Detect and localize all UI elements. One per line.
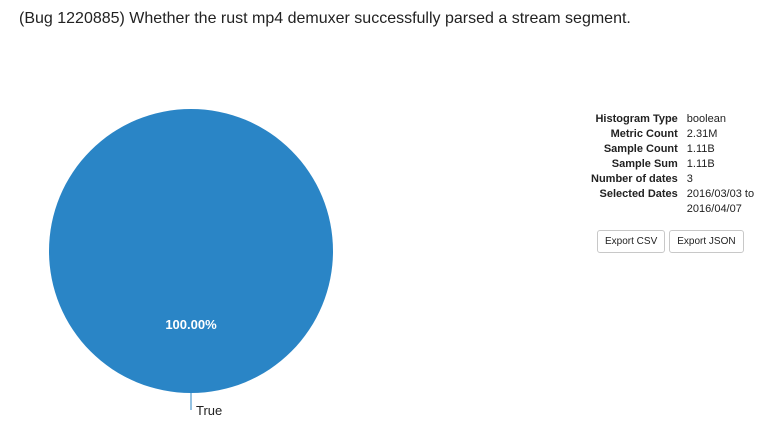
stat-label: Number of dates (591, 173, 678, 185)
pie-slices (49, 109, 333, 393)
pie-category-label: True (196, 403, 222, 418)
stat-value: 1.11B (686, 158, 715, 170)
stat-value: boolean (686, 113, 726, 125)
stat-value: 3 (686, 173, 693, 185)
stats-table: Histogram Type boolean Metric Count 2.31M Sa… (591, 112, 757, 217)
stats-row: Sample Count 1.11B (591, 142, 757, 157)
stats-row: Metric Count 2.31M (591, 127, 757, 142)
stat-label: Metric Count (610, 128, 678, 140)
stat-label: Selected Dates (599, 188, 678, 200)
stat-value: 2.31M (686, 128, 718, 140)
stat-label: Histogram Type (595, 113, 678, 125)
export-json-button[interactable]: Export JSON (669, 230, 744, 253)
stat-value: 1.11B (686, 143, 715, 155)
stat-value: 2016/03/03 to 2016/04/07 (686, 188, 755, 215)
pie-slice-true[interactable] (49, 109, 333, 393)
stat-label: Sample Sum (611, 158, 678, 170)
stat-label: Sample Count (603, 143, 678, 155)
stats-row: Number of dates 3 (591, 172, 757, 187)
pie-labels: 100.00% True (165, 317, 222, 418)
stats-row: Selected Dates 2016/03/03 to 2016/04/07 (591, 187, 757, 217)
export-buttons: Export CSV Export JSON (597, 230, 744, 253)
stats-row: Histogram Type boolean (591, 112, 757, 127)
page-title: (Bug 1220885) Whether the rust mp4 demux… (19, 10, 631, 27)
pie-data-label: 100.00% (165, 317, 217, 332)
export-csv-button[interactable]: Export CSV (597, 230, 666, 253)
stats-row: Sample Sum 1.11B (591, 157, 757, 172)
